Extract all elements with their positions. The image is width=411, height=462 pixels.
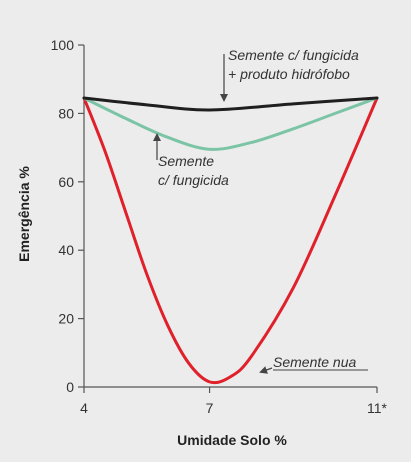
annotation-text: c/ fungicida	[158, 172, 229, 188]
y-tick-label: 0	[66, 379, 74, 395]
annotation-text: + produto hidrófobo	[228, 66, 350, 82]
axes: 0 20 40 60 80 100 4 7 11*	[51, 37, 388, 416]
y-tick-label: 40	[58, 242, 74, 258]
x-tick-label: 11*	[367, 400, 388, 416]
annotation: Semente nua	[259, 354, 368, 374]
series-line-semente-nua	[82, 96, 379, 385]
annotation: Semente c/ fungicida	[153, 133, 229, 188]
y-tick-label: 80	[58, 105, 74, 121]
annotation: Semente c/ fungicida + produto hidrófobo	[220, 47, 359, 102]
annotation-text: Semente nua	[273, 354, 356, 370]
y-axis-title: Emergência %	[16, 166, 32, 262]
series-layer	[82, 96, 379, 385]
x-tick-label: 7	[206, 400, 214, 416]
series-line-semente-c-fungicida-produto-hidrofobo	[82, 96, 379, 112]
series-line-semente-c-fungicida	[82, 96, 379, 151]
y-tick-label: 20	[58, 311, 74, 327]
annotation-layer: Semente c/ fungicida+ produto hidrófoboS…	[153, 47, 368, 374]
x-axis-title: Umidade Solo %	[177, 432, 287, 448]
x-tick-label: 4	[80, 400, 88, 416]
annotation-text: Semente	[158, 153, 214, 169]
y-tick-label: 100	[51, 37, 75, 53]
y-tick-label: 60	[58, 174, 74, 190]
annotation-text: Semente c/ fungicida	[228, 47, 359, 63]
annotation-arrow	[259, 366, 273, 374]
